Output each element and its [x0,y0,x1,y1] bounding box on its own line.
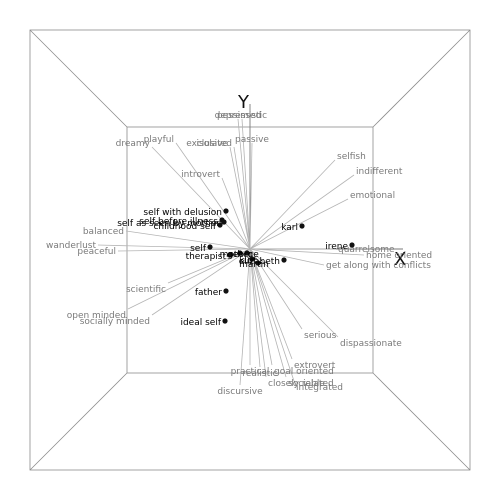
element-point-mother [237,250,243,256]
construct-ray-realistic [249,248,261,368]
construct-label-extrovert: extrovert [294,361,336,371]
construct-rays [97,118,365,386]
construct-ray-selfish [249,159,336,250]
element-label-therapist: therapist [186,252,227,262]
construct-ray-introvert [221,177,251,250]
element-label-martin: martin [239,260,269,270]
construct-label-integrated: integrated [296,383,343,393]
construct-label-socially-minded: socially minded [80,317,150,327]
construct-label-selfish: selfish [337,152,366,162]
construct-ray-depressed [237,118,251,250]
construct-label-indifferent: indifferent [356,167,403,177]
x-axis-label: X [394,249,406,270]
element-point-self-as-seen-by-mother [221,219,227,225]
element-point-karl [299,223,305,229]
construct-label-goal-oriented: goal oriented [274,367,334,377]
construct-label-peaceful: peaceful [77,247,116,257]
construct-ray-exclusive [229,146,251,250]
construct-ray-dreamy [151,146,251,250]
construct-ray-indifferent [249,174,355,250]
element-point-george [244,250,250,256]
construct-ray-scientific [167,248,251,284]
construct-ray-dispassionate [249,248,339,338]
construct-label-pessimistic: pessimistic [217,111,267,121]
construct-label-realistic: realistic [242,369,277,379]
element-label-irene: irene [325,242,348,252]
outer-frame [29,29,471,471]
construct-label-practical: practical [231,367,270,377]
element-point-self-with-delusion [223,208,229,214]
construct-ray-discursive [239,248,251,386]
construct-label-emotional: emotional [350,191,395,201]
axes: X Y [237,92,406,270]
construct-label-introvert: introvert [181,170,220,180]
element-label-self-as-seen-by-mother: self as seen by mother [117,219,220,229]
element-label-father: father [195,288,222,298]
element-point-therapist [227,252,233,258]
frame-edge-top-left [29,29,128,128]
construct-label-quarrelsome: quarrelsome [338,245,395,255]
construct-ray-open-minded [127,248,251,310]
frame-edge-bottom-left [29,372,128,471]
element-label-george: george [227,250,259,260]
construct-label-sociable: sociable [288,379,325,389]
construct-label-depressed: depressed [215,111,262,121]
element-label-mother: mother [220,250,253,260]
construct-label-closely-related: closely related [268,379,334,389]
construct-ray-closely-related [249,248,267,378]
construct-label-exclusive: exclusive [186,139,228,149]
construct-label-get-along-with-conflicts: get along with conflicts [326,261,431,271]
element-label-karl: karl [281,223,298,233]
construct-label-passive: passive [235,135,269,145]
construct-label-dreamy: dreamy [116,139,151,149]
construct-ray-get-along-with-conflicts [249,248,325,266]
construct-ray-integrated [249,248,295,382]
element-label-self: self [190,244,207,254]
element-label-childhood-self: childhood self [153,222,216,232]
element-point-father [223,288,229,294]
element-label-ideal-self: ideal self [180,318,221,328]
element-label-kurt: kurt [239,256,257,266]
element-point-ideal-self [222,318,228,324]
frame-edge-bottom-right [372,372,471,471]
frame-edge-top-right [372,29,471,128]
construct-ray-pessimistic [241,118,251,250]
element-label-self-before-illness: self before illness [139,217,218,227]
construct-label-serious: serious [304,331,337,341]
element-point-martin [255,260,261,266]
construct-ray-emotional [249,198,349,250]
construct-ray-wanderlust [97,244,251,250]
construct-label-balanced: balanced [83,227,124,237]
construct-ray-passive [249,142,253,250]
element-point-self [207,244,213,250]
element-label-self-with-delusion: self with delusion [143,208,222,218]
element-point-kurt [249,256,255,262]
construct-label-scientific: scientific [126,285,166,295]
element-point-elizabeth [281,257,287,263]
construct-label-wanderlust: wanderlust [46,241,96,251]
construct-ray-playful [175,142,251,250]
element-point-childhood-self [217,222,223,228]
construct-ray-balanced [125,230,251,250]
construct-label-home-oriented: home oriented [366,251,432,261]
construct-label-discursive: discursive [217,387,263,397]
construct-label-playful: playful [144,135,174,145]
construct-ray-socially-minded [151,248,251,316]
construct-ray-peaceful [117,248,251,252]
construct-ray-isolated [233,146,251,250]
construct-ray-sociable [249,248,287,378]
construct-ray-home-oriented [249,248,365,256]
construct-label-isolated: isolated [197,139,233,149]
construct-ray-extrovert [249,248,293,360]
construct-label-dispassionate: dispassionate [340,339,402,349]
element-point-irene [349,242,355,248]
y-axis-label: Y [237,92,250,113]
construct-ray-goal-oriented [249,248,273,366]
construct-label-open-minded: open minded [67,311,126,321]
